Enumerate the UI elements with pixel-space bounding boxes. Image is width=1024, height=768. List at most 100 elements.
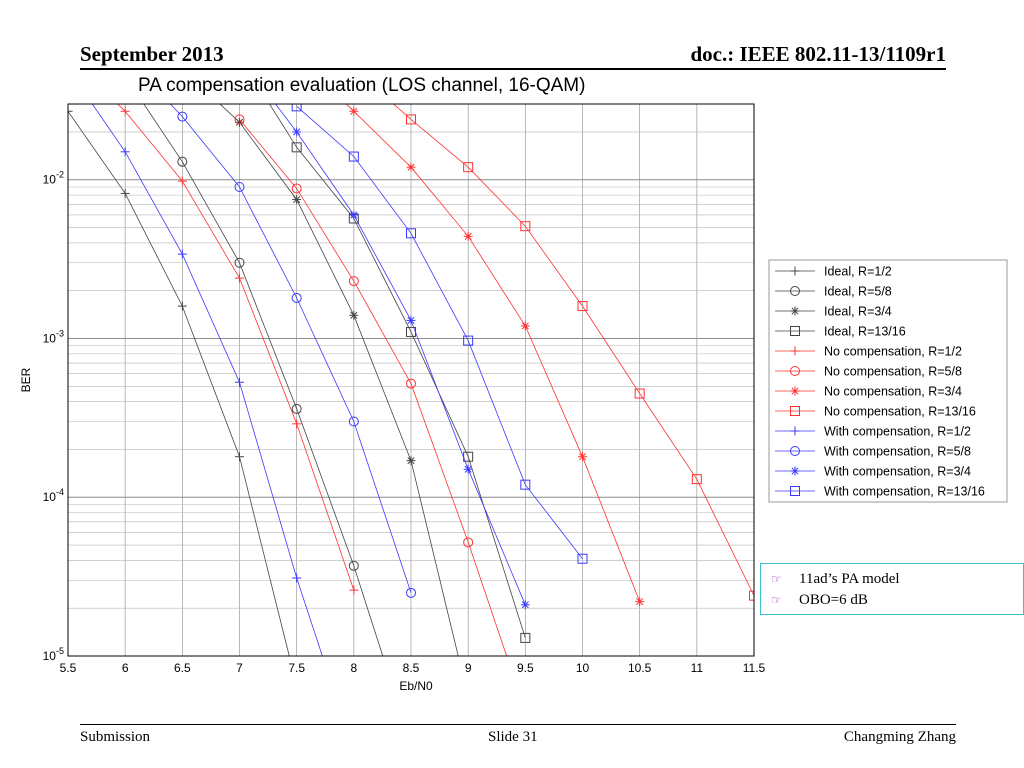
x-tick-label: 10.5	[628, 661, 652, 675]
y-tick-base: 10	[43, 649, 57, 663]
legend-swatch-marker	[790, 306, 800, 316]
marker-stroke	[791, 387, 799, 395]
data-point	[178, 64, 187, 73]
legend-swatch-marker	[790, 466, 800, 476]
data-point	[235, 52, 244, 61]
marker-stroke	[293, 53, 299, 59]
y-tick-label: 10-2	[43, 170, 64, 187]
data-point	[291, 403, 302, 414]
marker-stroke	[236, 53, 242, 59]
data-point	[406, 162, 416, 172]
data-point	[349, 210, 359, 220]
x-tick-label: 11.5	[743, 661, 766, 675]
ber-chart: 5.5 6 6.5 7 7.5 8 8.5 9 9.5 10 10.5 11 11.510-510-41…	[19, 52, 1008, 700]
marker-stroke	[465, 694, 471, 700]
legend-entry: No compensation, R=3/4	[775, 385, 962, 399]
note-text: 11ad’s PA model	[799, 571, 900, 587]
series-5	[64, 52, 359, 595]
x-tick-label: 9	[465, 661, 472, 675]
data-point	[520, 221, 531, 232]
header-doc-id: doc.: IEEE 802.11-13/1109r1	[690, 42, 946, 66]
data-point	[634, 388, 645, 399]
data-point	[578, 452, 587, 462]
data-point	[235, 377, 244, 387]
legend-label: Ideal, R=3/4	[824, 305, 892, 319]
data-point	[463, 231, 473, 241]
y-axis-label: BER	[19, 367, 33, 392]
legend-label: No compensation, R=3/4	[824, 385, 962, 399]
marker-stroke	[578, 453, 587, 461]
x-tick-label: 8	[350, 661, 357, 675]
series-line	[296, 105, 583, 559]
legend-swatch-marker	[790, 386, 800, 396]
legend-entry: With compensation, R=1/2	[775, 425, 971, 439]
legend-label: No compensation, R=5/8	[824, 365, 962, 379]
y-tick-base: 10	[43, 490, 57, 504]
y-tick-base: 10	[43, 331, 57, 345]
legend-label: Ideal, R=5/8	[824, 285, 892, 299]
series-7	[292, 52, 645, 607]
data-point	[292, 52, 301, 61]
legend-label: No compensation, R=13/16	[824, 405, 976, 419]
series-2	[143, 104, 384, 656]
marker-stroke	[293, 128, 301, 136]
note-item: ☞ 11ad’s PA model	[771, 571, 900, 588]
pointing-hand-icon: ☞	[771, 572, 782, 586]
data-point	[64, 52, 73, 61]
legend-swatch-marker	[790, 346, 800, 356]
marker-stroke	[293, 53, 299, 59]
marker-stroke	[521, 322, 529, 330]
data-point	[235, 452, 244, 462]
legend-swatch-marker	[790, 286, 800, 296]
x-tick-label: 5.5	[60, 661, 77, 675]
legend-swatch-marker	[790, 446, 800, 456]
series-line	[269, 104, 526, 639]
legend-label: With compensation, R=5/8	[824, 445, 971, 459]
x-tick-label: 8.5	[403, 661, 420, 675]
data-point	[235, 273, 244, 283]
y-tick-label: 10-3	[43, 328, 64, 345]
data-point	[68, 106, 73, 116]
data-point	[349, 310, 359, 320]
marker-stroke	[464, 232, 472, 240]
footer-rule	[80, 724, 956, 725]
data-point	[577, 301, 588, 312]
data-point	[520, 479, 531, 490]
y-tick-label: 10-5	[43, 646, 64, 663]
series-line	[91, 104, 323, 656]
data-point	[291, 142, 302, 153]
marker-stroke	[791, 307, 799, 315]
series-line	[219, 104, 459, 656]
data-point	[291, 292, 302, 303]
marker-stroke	[465, 694, 471, 700]
series-11	[235, 52, 530, 610]
data-point	[348, 416, 359, 427]
data-point	[120, 188, 130, 198]
series-10	[169, 104, 416, 598]
legend-swatch-marker	[790, 406, 800, 416]
series-line	[239, 119, 508, 656]
header-date: September 2013	[80, 42, 224, 66]
data-point	[463, 162, 474, 173]
footer-slide-number: Slide 31	[488, 729, 538, 745]
data-point	[292, 127, 302, 137]
data-point	[406, 378, 416, 389]
series-6	[234, 114, 508, 656]
data-point	[349, 106, 359, 116]
data-point	[234, 114, 245, 125]
footer-author: Changming Zhang	[843, 729, 956, 745]
x-tick-label: 6	[122, 661, 129, 675]
data-point	[292, 195, 302, 205]
note-item: ☞ OBO=6 dB	[771, 592, 868, 609]
data-point	[120, 147, 130, 157]
marker-stroke	[350, 107, 358, 115]
data-point	[292, 573, 302, 583]
data-point	[235, 52, 244, 61]
legend-swatch-marker	[790, 326, 800, 336]
data-point	[291, 104, 302, 112]
data-point	[464, 693, 473, 700]
legend-label: Ideal, R=1/2	[824, 265, 892, 279]
marker-stroke	[464, 465, 472, 473]
data-point	[291, 183, 302, 194]
data-point	[177, 111, 188, 122]
